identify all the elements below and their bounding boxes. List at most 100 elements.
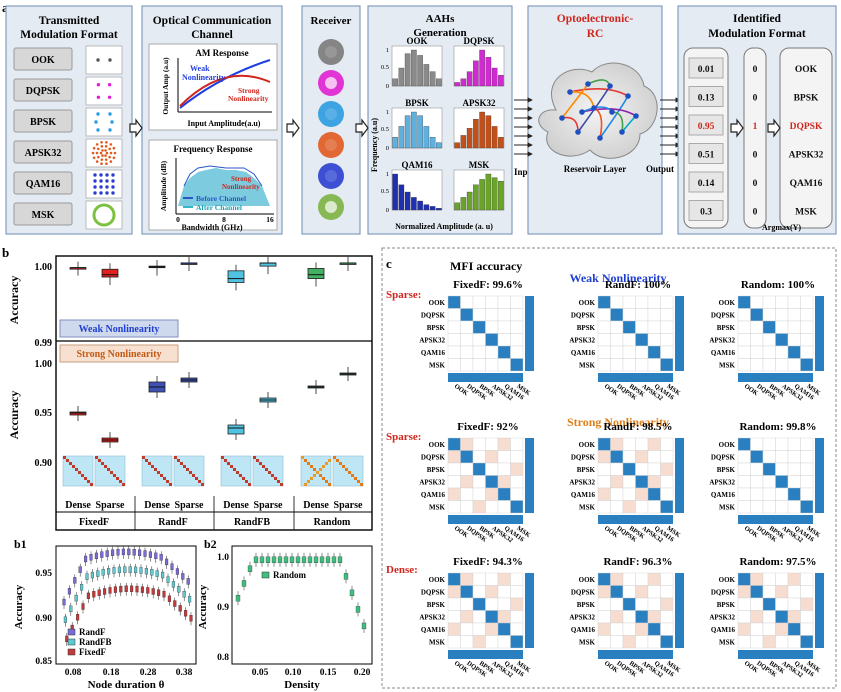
b1-ytick-085: 0.85 <box>35 657 52 667</box>
tx-constellation-point <box>95 160 99 163</box>
cm-cell <box>775 358 789 372</box>
format-value: DQPSK <box>790 122 823 132</box>
am-strong-curve <box>179 74 271 107</box>
cm-row-label: BPSK <box>427 601 446 609</box>
cm-cell <box>635 610 649 624</box>
cm-cell <box>737 500 751 514</box>
cm-cell <box>622 295 636 309</box>
cm-cell <box>510 333 524 347</box>
matrix-thumb-diag <box>113 474 116 477</box>
input-label: Input <box>514 167 536 177</box>
b1-box <box>86 592 90 600</box>
b1-box <box>132 549 136 556</box>
b1-box <box>159 554 163 561</box>
cm-cell <box>647 500 661 514</box>
tx-constellation-point <box>93 191 97 195</box>
cm-cell <box>787 295 801 309</box>
tx-constellation-point <box>109 143 113 146</box>
cm-cell <box>660 295 674 309</box>
am-ylabel: Output Amp (a.u) <box>161 57 170 115</box>
cm-precision-bar <box>598 373 673 382</box>
cm-cell <box>597 585 611 599</box>
b1-legend-swatch-randf <box>67 628 76 636</box>
cm-cell <box>800 308 814 322</box>
b1-box <box>167 595 171 602</box>
cm-cell <box>472 475 486 489</box>
cm-title: RandF: 98.5% <box>603 421 672 433</box>
aah-hist-bar <box>498 181 504 211</box>
cm-cell <box>510 622 524 636</box>
cm-cell <box>497 308 511 322</box>
cm-row-label: BPSK <box>577 324 596 332</box>
cm-cell <box>622 610 636 624</box>
tx-constellation-point <box>111 185 115 189</box>
cm-cell <box>610 610 624 624</box>
cm-cell <box>647 462 661 476</box>
cm-cell <box>472 500 486 514</box>
tx-constellation-point <box>110 120 114 124</box>
tx-constellation-point <box>95 151 99 155</box>
cm-cell <box>460 345 474 359</box>
cm-row-label: OOK <box>579 441 596 449</box>
tx-constellation-point <box>97 155 100 159</box>
cm-cell <box>610 308 624 322</box>
tx-format-label: DQPSK <box>26 86 61 97</box>
cm-row-label: DQPSK <box>571 312 596 320</box>
tx-constellation-point <box>101 154 104 157</box>
cm-cell <box>762 450 776 464</box>
b-tick-top-099: 0.99 <box>35 338 53 349</box>
cm-cell <box>510 597 524 611</box>
cm-row-label: BPSK <box>427 324 446 332</box>
tx-constellation-point <box>105 162 108 166</box>
b2-box <box>247 565 253 572</box>
cm-cell <box>762 487 776 501</box>
cm-row-label: MSK <box>579 504 596 512</box>
tx-constellation-point <box>104 145 108 148</box>
cm-cell <box>647 635 661 649</box>
cm-cell <box>660 462 674 476</box>
cm-row-label: APSK32 <box>419 337 445 345</box>
cm-cell <box>497 487 511 501</box>
cm-row-label: OOK <box>429 441 446 449</box>
aah-hist-bar <box>411 197 417 211</box>
tx-format-label: BPSK <box>30 117 56 128</box>
b2-box <box>301 556 307 563</box>
cm-cell <box>472 450 486 464</box>
tx-constellation-point <box>100 158 104 161</box>
cm-cell <box>510 487 524 501</box>
cm-cell <box>800 500 814 514</box>
cm-cell <box>800 320 814 334</box>
cm-cell <box>597 610 611 624</box>
cm-cell <box>510 295 524 309</box>
cm-cell <box>775 610 789 624</box>
tx-constellation-point <box>108 112 112 116</box>
matrix-thumb-diag <box>169 483 172 486</box>
b2-ytick-09: 0.9 <box>217 603 229 613</box>
strong-label-2: Nonlinearity <box>228 94 269 103</box>
aah-hist-label: MSK <box>469 160 490 170</box>
cm-cell <box>460 635 474 649</box>
flow-arrow <box>355 118 369 138</box>
b1-boxplots <box>62 545 193 646</box>
b1-box <box>134 566 138 574</box>
cm-cell <box>800 450 814 464</box>
cm-cell <box>472 358 486 372</box>
cm-cell <box>787 333 801 347</box>
tx-constellation-frame <box>85 169 123 199</box>
b1-box <box>155 570 159 577</box>
aah-hist-bar <box>417 115 423 149</box>
panel-c-weak: Weak Nonlinearity <box>569 271 666 285</box>
score-cell <box>688 114 724 136</box>
b1-box <box>184 610 188 617</box>
cm-cell <box>597 295 611 309</box>
aah-hist-bar <box>498 137 504 149</box>
cm-cell <box>750 622 764 636</box>
aah-hist-label: BPSK <box>405 98 429 108</box>
b1-box <box>89 554 93 561</box>
receiver-constellation-core <box>325 77 337 89</box>
cm-title: Random: 100% <box>741 279 815 291</box>
aah-hist-bar <box>417 200 423 211</box>
argmax-value: 0 <box>753 65 758 75</box>
matrix-thumb-diag <box>201 483 204 486</box>
cm-cell <box>762 320 776 334</box>
